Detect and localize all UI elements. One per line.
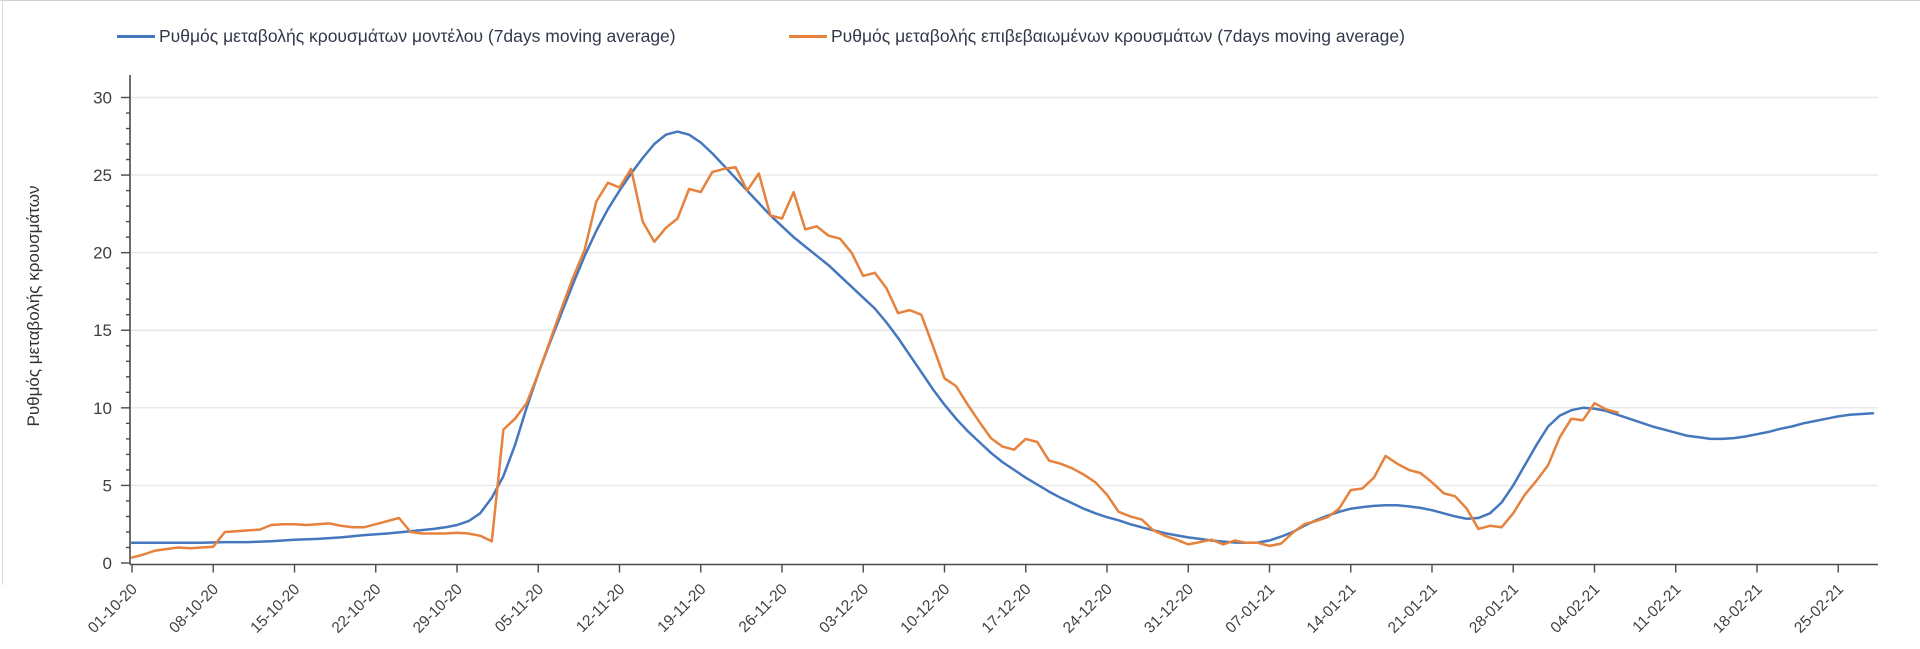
x-tick-label-22-10-20: 22-10-20 [329, 581, 385, 637]
x-tick-label-29-10-20: 29-10-20 [410, 581, 466, 637]
x-tick-label-08-10-20: 08-10-20 [166, 581, 222, 637]
window-left-border [2, 0, 3, 585]
x-tick-label-01-10-20: 01-10-20 [85, 581, 141, 637]
y-tick-label-0: 0 [103, 554, 112, 573]
chart-legend: Ρυθμός μεταβολής κρουσμάτων μοντέλου (7d… [0, 22, 1920, 50]
model-series-line [130, 130, 1875, 545]
y-tick-label-25: 25 [93, 166, 112, 185]
model-line-swatch [117, 34, 155, 38]
x-tick-label-21-01-21: 21-01-21 [1385, 581, 1441, 637]
x-tick-label-24-12-20: 24-12-20 [1060, 581, 1116, 637]
legend-label-confirmed: Ρυθμός μεταβολής επιβεβαιωμένων κρουσμάτ… [831, 25, 1405, 46]
y-tick-label-5: 5 [103, 476, 112, 495]
window-top-border [0, 0, 1920, 1]
x-tick-label-10-12-20: 10-12-20 [897, 581, 953, 637]
y-tick-label-15: 15 [93, 321, 112, 340]
x-tick-label-12-11-20: 12-11-20 [573, 581, 628, 636]
x-tick-label-15-10-20: 15-10-20 [247, 581, 303, 637]
y-tick-label-30: 30 [93, 88, 112, 107]
x-tick-label-25-02-21: 25-02-21 [1791, 581, 1847, 637]
x-tick-label-11-02-21: 11-02-21 [1629, 581, 1684, 636]
legend-item-confirmed[interactable]: Ρυθμός μεταβολής επιβεβαιωμένων κρουσμάτ… [789, 22, 1405, 50]
x-tick-label-14-01-21: 14-01-21 [1304, 581, 1360, 637]
x-tick-label-28-01-21: 28-01-21 [1466, 581, 1522, 637]
x-tick-label-07-01-21: 07-01-21 [1222, 581, 1278, 637]
y-tick-label-20: 20 [93, 244, 112, 263]
x-tick-label-17-12-20: 17-12-20 [979, 581, 1035, 637]
x-tick-label-26-11-20: 26-11-20 [736, 581, 791, 636]
x-tick-label-31-12-20: 31-12-20 [1141, 581, 1197, 637]
x-tick-label-19-11-20: 19-11-20 [654, 581, 709, 636]
legend-label-model: Ρυθμός μεταβολής κρουσμάτων μοντέλου (7d… [159, 25, 676, 46]
x-tick-label-03-12-20: 03-12-20 [816, 581, 872, 637]
confirmed-series-line [130, 166, 1619, 559]
x-tick-label-04-02-21: 04-02-21 [1547, 581, 1603, 637]
legend-item-model[interactable]: Ρυθμός μεταβολής κρουσμάτων μοντέλου (7d… [117, 22, 676, 50]
confirmed-line-swatch [789, 34, 827, 38]
x-tick-label-18-02-21: 18-02-21 [1710, 581, 1766, 637]
x-tick-label-05-11-20: 05-11-20 [492, 581, 547, 636]
y-tick-label-10: 10 [93, 399, 112, 418]
